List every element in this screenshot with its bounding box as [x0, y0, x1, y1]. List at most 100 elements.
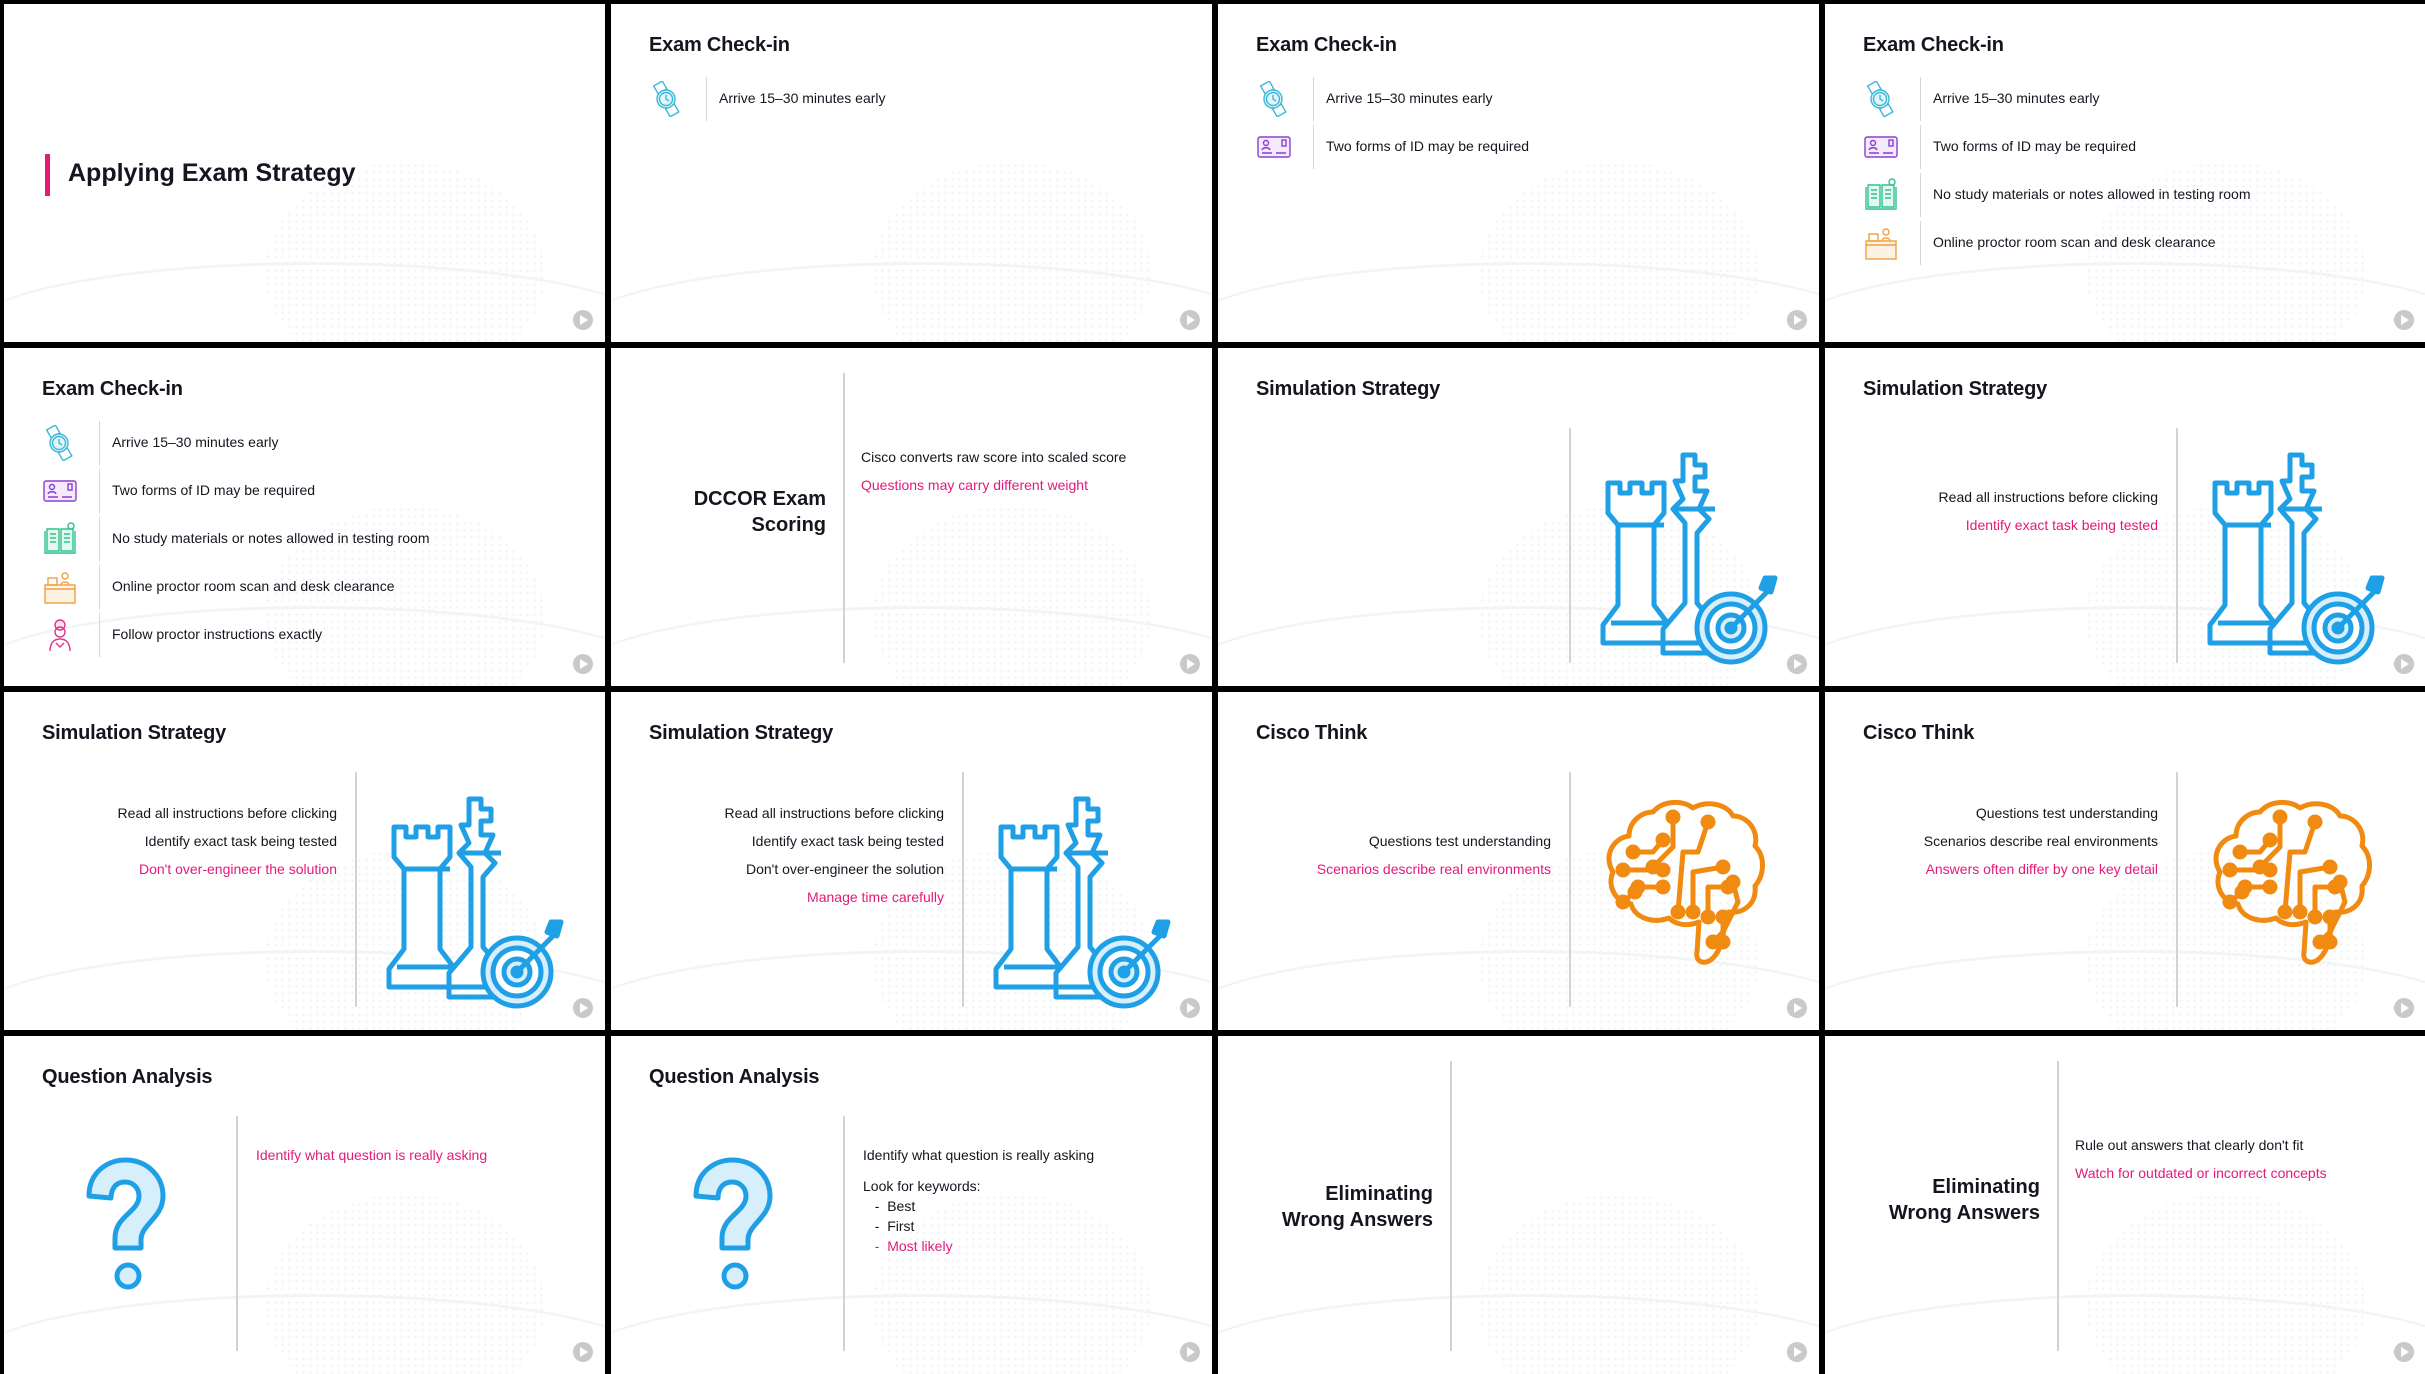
divider [962, 772, 964, 1007]
watch-icon [1256, 80, 1292, 118]
item-text: Follow proctor instructions exactly [112, 626, 323, 642]
slide-title: Question Analysis [649, 1066, 820, 1088]
bullet-text: Look for keywords: [863, 1178, 981, 1194]
divider [1920, 221, 1921, 265]
slide-title: Exam Check-in [1863, 34, 2004, 56]
book-icon [1863, 177, 1899, 213]
play-logo-icon [2394, 310, 2414, 330]
background-wave [1825, 1294, 2425, 1374]
slide-title: Simulation Strategy [1863, 378, 2048, 400]
play-logo-icon [1787, 310, 1807, 330]
slide-thumbnail-7[interactable]: Simulation Strategy [1218, 348, 1819, 686]
slide-title: Question Analysis [42, 1066, 213, 1088]
brain-icon [1593, 792, 1773, 977]
slide-thumbnail-5[interactable]: Exam Check-in Arrive 15–30 minutes early T… [4, 348, 605, 686]
bullet-text: Scenarios describe real environments [1316, 861, 1551, 877]
item-text: Online proctor room scan and desk cleara… [1933, 234, 2216, 250]
background-wave [1218, 262, 1819, 342]
slide-thumbnail-10[interactable]: Simulation Strategy Read all instructions… [611, 692, 1212, 1030]
keyword-item: - First [867, 1218, 915, 1234]
slide-title: Exam Check-in [649, 34, 790, 56]
play-logo-icon [1180, 654, 1200, 674]
slide-thumbnail-9[interactable]: Simulation Strategy Read all instructions… [4, 692, 605, 1030]
slide-title: Simulation Strategy [1256, 378, 1441, 400]
book-icon [42, 521, 78, 557]
keyword-item: - Best [867, 1198, 916, 1214]
slide-thumbnail-8[interactable]: Simulation Strategy Read all instructions… [1825, 348, 2425, 686]
background-wave [611, 262, 1212, 342]
bullet-text: Questions test understanding [1368, 833, 1551, 849]
slide-thumbnail-4[interactable]: Exam Check-in Arrive 15–30 minutes early T… [1825, 4, 2425, 342]
bullet-text: Identify exact task being tested [1965, 517, 2158, 533]
slide-title: Eliminating Wrong Answers [1281, 1183, 1433, 1231]
item-text: Online proctor room scan and desk cleara… [112, 578, 395, 594]
background-wave [611, 1294, 1212, 1374]
slide-title: Eliminating Wrong Answers [1888, 1176, 2040, 1224]
chess-icon [369, 787, 569, 1022]
id-card-icon [1863, 129, 1899, 165]
bullet-text: Read all instructions before clicking [1938, 489, 2158, 505]
slide-thumbnail-6[interactable]: DCCOR Exam Scoring Cisco converts raw sco… [611, 348, 1212, 686]
slide-title: Simulation Strategy [649, 722, 834, 744]
slide-thumbnail-13[interactable]: Question Analysis Identify what question … [4, 1036, 605, 1374]
bullet-text: Questions test understanding [1975, 805, 2158, 821]
divider [355, 772, 357, 1007]
item-text: Two forms of ID may be required [1326, 138, 1530, 154]
slide-title: Simulation Strategy [42, 722, 227, 744]
background-wave [1825, 262, 2425, 342]
background-wave [4, 950, 605, 1030]
background-wave [611, 950, 1212, 1030]
desk-icon [1863, 225, 1899, 261]
slide-thumbnail-3[interactable]: Exam Check-in Arrive 15–30 minutes early T… [1218, 4, 1819, 342]
background-wave [611, 606, 1212, 686]
list-item: Two forms of ID may be required [1256, 125, 1796, 169]
slide-thumbnail-14[interactable]: Question Analysis Identify what question … [611, 1036, 1212, 1374]
accent-bar [45, 154, 50, 196]
bullet-text: Don't over-engineer the solution [138, 861, 337, 877]
bullet-text: Don't over-engineer the solution [745, 861, 944, 877]
bullet-text: Read all instructions before clicking [724, 805, 944, 821]
slide-thumbnail-12[interactable]: Cisco Think Questions test understanding S… [1825, 692, 2425, 1030]
play-logo-icon [1787, 654, 1807, 674]
divider [99, 517, 100, 561]
play-logo-icon [1180, 998, 1200, 1018]
question-mark-icon [79, 1156, 169, 1301]
bullet-text: Questions may carry different weight [861, 477, 1088, 493]
bullet-text: Identify what question is really asking [256, 1147, 488, 1163]
list-item: No study materials or notes allowed in t… [42, 517, 582, 561]
item-text: Arrive 15–30 minutes early [719, 90, 886, 106]
divider [843, 1116, 845, 1351]
slide-title: Cisco Think [1863, 722, 1975, 744]
slide-thumbnail-11[interactable]: Cisco Think Questions test understanding S… [1218, 692, 1819, 1030]
play-logo-icon [573, 998, 593, 1018]
item-text: No study materials or notes allowed in t… [1933, 186, 2251, 202]
background-wave [4, 606, 605, 686]
list-item: Online proctor room scan and desk cleara… [42, 565, 582, 609]
divider [236, 1116, 238, 1351]
bullet-text: Answers often differ by one key detail [1925, 861, 2158, 877]
divider [1920, 125, 1921, 169]
bullet-text: Identify exact task being tested [144, 833, 337, 849]
divider [2057, 1061, 2059, 1351]
slide-thumbnail-16[interactable]: Eliminating Wrong Answers Rule out answer… [1825, 1036, 2425, 1374]
id-card-icon [42, 473, 78, 509]
play-logo-icon [2394, 1342, 2414, 1362]
bullet-text: Rule out answers that clearly don't fit [2075, 1137, 2304, 1153]
slide-thumbnail-15[interactable]: Eliminating Wrong Answers [1218, 1036, 1819, 1374]
chess-icon [976, 787, 1176, 1022]
slide-thumbnail-1[interactable]: Applying Exam Strategy [4, 4, 605, 342]
divider [99, 613, 100, 657]
play-logo-icon [573, 310, 593, 330]
divider [1920, 173, 1921, 217]
item-text: Two forms of ID may be required [1933, 138, 2137, 154]
background-wave [1218, 950, 1819, 1030]
slide-title: Exam Check-in [1256, 34, 1397, 56]
slide-thumbnail-2[interactable]: Exam Check-in Arrive 15–30 minutes early [611, 4, 1212, 342]
play-logo-icon [1787, 998, 1807, 1018]
bullet-text: Identify what question is really asking [863, 1147, 1095, 1163]
play-logo-icon [1180, 310, 1200, 330]
chess-icon [2190, 443, 2390, 678]
watch-icon [42, 424, 78, 462]
watch-icon [1863, 80, 1899, 118]
slide-title: DCCOR Exam Scoring [693, 488, 826, 536]
